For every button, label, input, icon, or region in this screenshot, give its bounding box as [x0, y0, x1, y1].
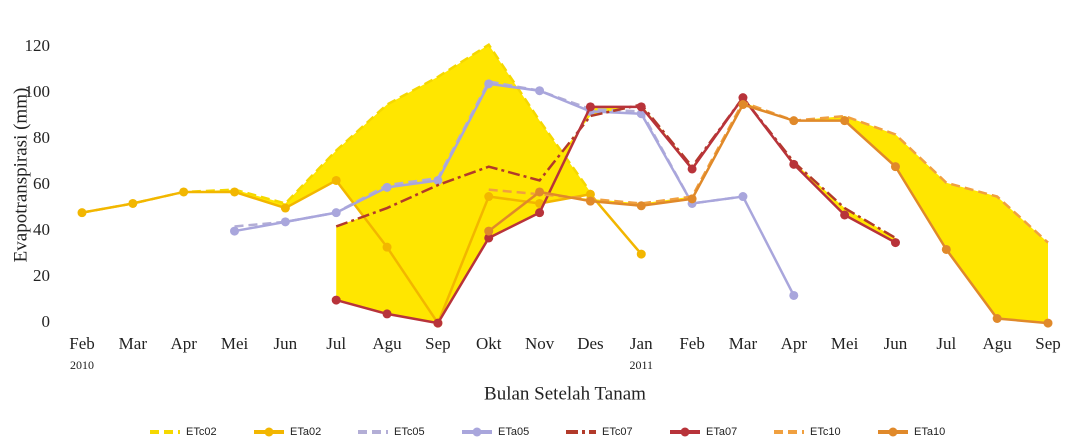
legend-label: ETc07: [602, 426, 633, 438]
point: [738, 192, 748, 202]
point: [331, 175, 341, 185]
y-tick-label: 0: [42, 312, 51, 331]
point: [636, 102, 646, 112]
point: [789, 290, 799, 300]
y-tick-label: 80: [33, 128, 50, 147]
point: [789, 159, 799, 169]
point: [230, 226, 240, 236]
point: [331, 208, 341, 218]
point: [738, 93, 748, 103]
legend-marker: [264, 427, 274, 437]
point: [585, 102, 595, 112]
x-tick-label: Feb: [679, 334, 705, 353]
point: [585, 189, 595, 199]
legend-marker: [888, 427, 898, 437]
x-tick-label: Sep: [425, 334, 451, 353]
point: [484, 192, 494, 202]
point: [382, 242, 392, 252]
point: [789, 116, 799, 126]
x-tick-label: Sep: [1035, 334, 1061, 353]
point: [230, 187, 240, 197]
legend-label: ETa10: [914, 426, 945, 438]
series-line: [487, 103, 1049, 325]
point: [484, 79, 494, 89]
series-line: [81, 178, 643, 326]
legend-label: ETc10: [810, 426, 841, 438]
series-line: [335, 95, 897, 240]
point: [382, 309, 392, 319]
point: [1043, 318, 1053, 328]
point: [636, 249, 646, 259]
point: [433, 318, 443, 328]
legend-label: ETa05: [498, 426, 529, 438]
y-tick-label: 20: [33, 266, 50, 285]
x-tick-label: Jul: [936, 334, 956, 353]
legend-marker: [472, 427, 482, 437]
fill-area: [336, 97, 896, 324]
x-tick-label: Mei: [221, 334, 249, 353]
x-tick-label: Jun: [884, 334, 908, 353]
point: [77, 208, 87, 218]
point: [331, 295, 341, 305]
x-axis-label: Bulan Setelah Tanam: [484, 383, 646, 404]
point: [535, 187, 545, 197]
point: [128, 198, 138, 208]
legend-label: ETc02: [186, 426, 217, 438]
point: [992, 313, 1002, 323]
point: [585, 196, 595, 206]
point: [890, 238, 900, 248]
x-tick-label: Nov: [525, 334, 555, 353]
point: [382, 182, 392, 192]
point: [687, 164, 697, 174]
x-tick-label: Mar: [119, 334, 148, 353]
x-tick-sublabel: 2010: [70, 358, 94, 372]
point: [535, 208, 545, 218]
point: [484, 226, 494, 236]
legend-label: ETc05: [394, 426, 425, 438]
y-tick-label: 60: [33, 174, 50, 193]
point: [484, 233, 494, 243]
point: [890, 162, 900, 172]
point: [738, 100, 748, 110]
series-line: [234, 82, 795, 297]
x-tick-label: Apr: [781, 334, 808, 353]
fill-area: [488, 102, 1049, 324]
x-tick-sublabel: 2011: [629, 358, 653, 372]
point: [636, 201, 646, 211]
x-tick-label: Jan: [630, 334, 653, 353]
x-tick-label: Agu: [983, 334, 1013, 353]
x-tick-label: Jun: [274, 334, 298, 353]
y-tick-label: 100: [25, 82, 51, 101]
point: [535, 86, 545, 96]
point: [179, 187, 189, 197]
y-axis-label: Evapotranspirasi (mm): [10, 88, 31, 263]
point: [280, 203, 290, 213]
point: [433, 175, 443, 185]
legend-label: ETa07: [706, 426, 737, 438]
y-tick-label: 40: [33, 220, 50, 239]
legend-label: ETa02: [290, 426, 321, 438]
point: [280, 217, 290, 227]
point: [941, 244, 951, 254]
x-tick-label: Des: [577, 334, 603, 353]
x-tick-label: Mei: [831, 334, 859, 353]
x-tick-label: Apr: [170, 334, 197, 353]
x-tick-label: Okt: [476, 334, 502, 353]
x-tick-label: Agu: [372, 334, 402, 353]
x-tick-label: Mar: [729, 334, 758, 353]
point: [840, 116, 850, 126]
x-tick-label: Feb: [69, 334, 95, 353]
point: [687, 194, 697, 204]
y-tick-label: 120: [25, 36, 51, 55]
point: [840, 210, 850, 220]
x-tick-label: Jul: [326, 334, 346, 353]
series-line: [335, 95, 897, 325]
legend-marker: [680, 427, 690, 437]
